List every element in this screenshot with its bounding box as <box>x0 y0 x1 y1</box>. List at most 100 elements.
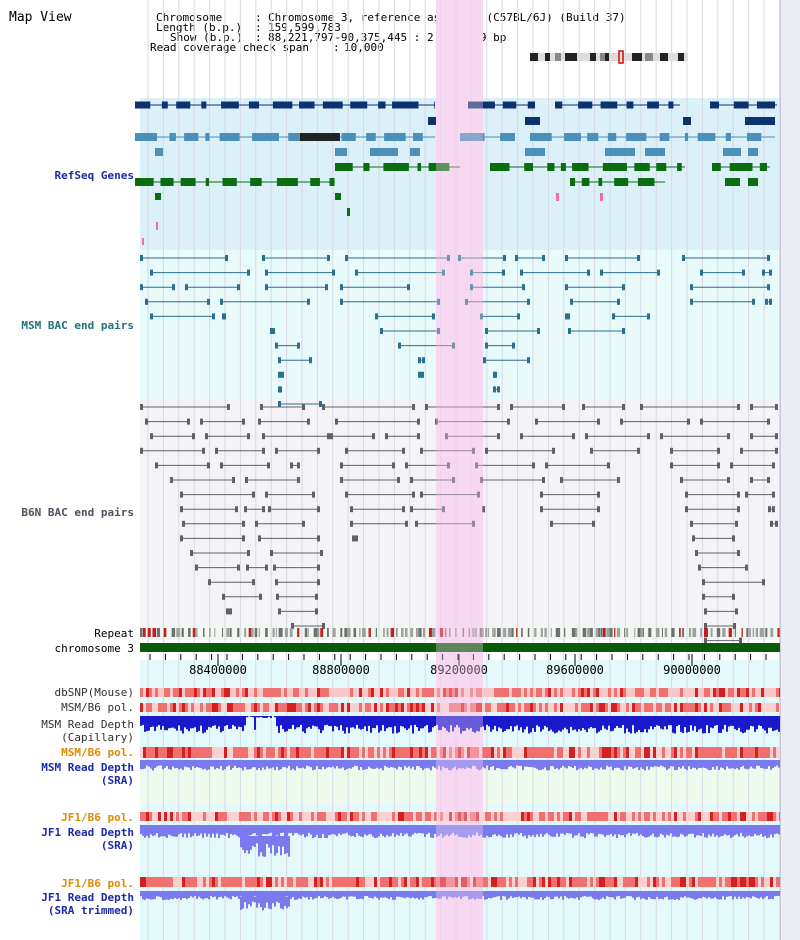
track-label-msm-depth-sra[interactable]: MSM Read Depth (SRA) <box>41 761 134 787</box>
msm-depth-sra-bar <box>238 760 240 768</box>
msm-depth-cap-bar <box>322 716 324 731</box>
msm-pol-cell <box>239 747 242 758</box>
msm-pol-cell <box>323 703 326 712</box>
bac-end <box>485 342 488 349</box>
repeat-mark <box>272 628 275 637</box>
track-label-jf1-depth-trimmed[interactable]: JF1 Read Depth (SRA trimmed) <box>41 891 134 917</box>
bac-end <box>410 477 413 483</box>
bac-end <box>319 401 322 407</box>
jf1-depth-sra-bar <box>142 825 144 836</box>
track-label-b6n-bac[interactable]: B6N BAC end pairs <box>21 506 134 519</box>
jf1-depth-sra-bar <box>338 825 340 834</box>
dbsnp-cell <box>728 688 731 697</box>
jf1-depth-sra-bar <box>522 825 524 837</box>
track-label-msm-bac[interactable]: MSM BAC end pairs <box>21 319 134 332</box>
jf1-pol-cell <box>359 877 362 887</box>
jf1-depth-sra-bar <box>612 825 614 837</box>
jf1-pol-cell <box>698 877 701 887</box>
jf1-pol-cell <box>350 877 353 887</box>
bac-end <box>355 535 358 542</box>
track-label-msm-pol-2[interactable]: MSM/B6 pol. <box>61 746 134 759</box>
jf1-pol-cell <box>281 877 284 887</box>
track-label-repeat[interactable]: Repeat <box>94 627 134 640</box>
msm-depth-cap-bar <box>494 716 496 726</box>
msm-pol-cell <box>746 703 749 712</box>
msm-pol-cell <box>212 747 215 758</box>
jf1-pol-cell <box>413 877 416 887</box>
msm-depth-sra-bar <box>756 760 758 766</box>
genome-map[interactable]: 88400000 88800000 89200000 89600000 90000000 <box>0 0 780 940</box>
track-label-dbsnp[interactable]: dbSNP(Mouse) <box>54 686 134 699</box>
msm-pol-cell <box>344 747 347 758</box>
jf1-depth-sra-bar <box>418 825 420 833</box>
jf1-pol-cell <box>242 877 245 887</box>
msm-depth-sra-bar <box>554 760 556 770</box>
jf1-pol-cell <box>326 812 329 821</box>
jf1-depth-sra-bar <box>634 825 636 834</box>
msm-depth-sra-bar <box>494 760 496 771</box>
jf1-depth-trim-bar <box>158 891 160 897</box>
jf1-depth-trim-bar <box>680 891 682 898</box>
msm-depth-sra-bar <box>598 760 600 770</box>
jf1-depth-trim-bar <box>696 891 698 900</box>
msm-pol-cell <box>488 703 491 712</box>
track-label-jf1-pol-1[interactable]: JF1/B6 pol. <box>61 811 134 824</box>
msm-depth-sra-bar <box>646 760 648 767</box>
track-label-msm-depth-capillary[interactable]: MSM Read Depth (Capillary) <box>41 718 134 744</box>
msm-pol-cell <box>554 747 557 758</box>
jf1-depth-trim-bar <box>426 891 428 898</box>
jf1-depth-sra-bar <box>356 825 358 834</box>
jf1-depth-trim-bar <box>524 891 526 898</box>
jf1-pol-cell <box>656 877 659 887</box>
jf1-depth-trim-bar <box>236 891 238 897</box>
msm-pol-cell <box>389 703 392 712</box>
msm-depth-cap-bar <box>516 716 518 726</box>
jf1-pol-cell <box>470 812 473 821</box>
msm-depth-sra-bar <box>328 760 330 767</box>
msm-pol-cell <box>269 703 272 712</box>
msm-depth-cap-bar <box>430 716 432 732</box>
jf1-pol-cell <box>629 877 632 887</box>
bac-end <box>246 564 249 571</box>
track-label-jf1-pol-2[interactable]: JF1/B6 pol. <box>61 877 134 890</box>
bac-end <box>647 313 650 320</box>
track-label-msm-pol-1[interactable]: MSM/B6 pol. <box>61 701 134 714</box>
vertical-scrollbar[interactable] <box>780 0 800 940</box>
dbsnp-cell <box>599 688 602 697</box>
msm-depth-sra-bar <box>468 760 470 768</box>
dbsnp-cell <box>560 688 563 697</box>
jf1-depth-trim-bar <box>700 891 702 899</box>
repeat-mark <box>278 628 283 637</box>
jf1-pol-cell <box>449 877 452 887</box>
repeat-mark <box>147 628 151 637</box>
repeat-mark <box>503 628 507 637</box>
bac-end <box>258 535 261 542</box>
jf1-pol-cell <box>650 877 653 887</box>
msm-pol-cell <box>143 703 146 712</box>
msm-pol-cell <box>617 703 620 712</box>
dbsnp-cell <box>491 688 494 697</box>
msm-pol-cell <box>743 747 746 758</box>
jf1-depth-sra-bar <box>724 825 726 835</box>
jf1-depth-sra-bar <box>610 825 612 834</box>
dbsnp-cell <box>245 688 248 697</box>
jf1-depth-sra-spike <box>260 836 262 853</box>
track-label-jf1-depth-sra[interactable]: JF1 Read Depth (SRA) <box>41 826 134 852</box>
gene-exon <box>745 117 775 125</box>
bac-end <box>452 477 455 483</box>
msm-depth-cap-bar <box>660 716 662 729</box>
msm-pol-cell <box>314 703 317 712</box>
jf1-pol-cell <box>479 812 482 821</box>
msm-pol-cell <box>674 747 677 758</box>
msm-pol-cell <box>383 703 386 712</box>
jf1-depth-trim-bar <box>484 891 486 900</box>
jf1-depth-trim-bar <box>162 891 164 900</box>
dbsnp-cell <box>656 688 659 697</box>
msm-depth-cap-bar <box>654 716 656 727</box>
repeat-mark <box>244 628 247 637</box>
track-label-refseq[interactable]: RefSeq Genes <box>54 169 134 182</box>
jf1-depth-sra-bar <box>514 825 516 834</box>
dbsnp-cell <box>308 688 311 697</box>
jf1-depth-sra-bar <box>252 825 254 834</box>
jf1-pol-cell <box>662 877 665 887</box>
